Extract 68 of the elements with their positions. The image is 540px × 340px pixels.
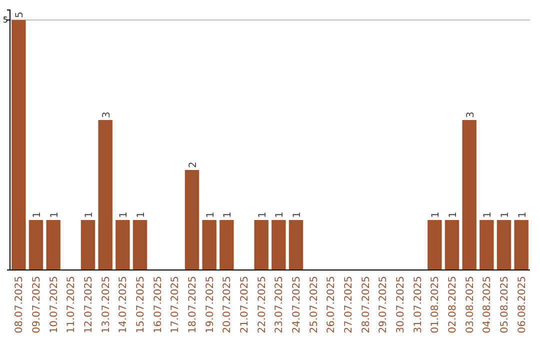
data-label: 3	[101, 112, 112, 118]
x-tick-label: 12.07.2025	[84, 276, 94, 334]
bar	[462, 120, 476, 270]
x-tick-label: 16.07.2025	[152, 276, 164, 334]
bar	[116, 220, 130, 270]
bar	[480, 220, 494, 270]
bar	[496, 220, 512, 270]
x-tick-label: 17.07.2025	[170, 276, 182, 334]
x-tick-label: 14.07.2025	[118, 276, 130, 334]
x-tick-label: 22.07.2025	[256, 276, 268, 334]
bar	[184, 170, 200, 270]
data-label: 1	[136, 212, 147, 218]
data-label: 1	[32, 212, 43, 218]
x-tick-label: 28.07.2025	[360, 276, 372, 334]
data-label: 1	[500, 212, 511, 218]
bar	[220, 220, 234, 270]
bar	[514, 220, 528, 270]
x-tick-label: 25.07.2025	[308, 276, 320, 334]
data-label: 5	[2, 16, 8, 25]
x-tick-label: 10.07.2025	[48, 276, 60, 334]
bar	[46, 220, 60, 270]
bar	[12, 20, 26, 270]
bar	[132, 220, 148, 270]
data-label: 1	[84, 212, 95, 218]
data-label: 1	[118, 212, 130, 218]
bar	[444, 220, 460, 270]
bar	[254, 220, 268, 270]
data-label: 1	[49, 212, 60, 218]
x-tick-label: 20.07.2025	[222, 276, 234, 334]
x-tick-label: 11.07.2025	[66, 276, 78, 334]
bar	[80, 220, 96, 270]
x-tick-label: 05.08.2025	[500, 276, 510, 334]
data-label: 3	[465, 112, 476, 118]
data-label: 1	[274, 212, 286, 218]
data-label: 2	[188, 162, 199, 168]
x-tick-label: 21.07.2025	[240, 276, 250, 334]
bar	[428, 220, 442, 270]
x-tick-label: 26.07.2025	[326, 276, 338, 334]
data-label: 1	[257, 212, 268, 218]
x-tick-label: 13.07.2025	[100, 276, 112, 334]
x-tick-label: 23.07.2025	[274, 276, 286, 334]
bar	[288, 220, 304, 270]
x-tick-label: 31.07.2025	[412, 276, 424, 334]
data-label: 1	[292, 212, 303, 218]
x-tick-label: 01.08.2025	[430, 276, 442, 334]
x-tick-label: 04.08.2025	[482, 276, 494, 334]
data-label: 1	[448, 212, 459, 218]
x-tick-label: 27.07.2025	[344, 276, 354, 334]
x-tick-label: 30.07.2025	[396, 276, 406, 334]
data-label: 1	[222, 212, 234, 218]
x-tick-label: 09.07.2025	[32, 276, 42, 334]
x-tick-label: 15.07.2025	[136, 276, 146, 334]
data-label: 1	[517, 212, 528, 218]
x-tick-label: 18.07.2025	[188, 276, 198, 334]
x-tick-label: 24.07.2025	[292, 276, 302, 334]
bar	[272, 220, 286, 270]
data-label: 1	[430, 212, 442, 218]
data-label: 1	[205, 212, 216, 218]
x-tick-label: 19.07.2025	[204, 276, 216, 334]
data-label: 1	[482, 212, 494, 218]
x-tick-label: 02.08.2025	[448, 276, 458, 334]
x-tick-label: 06.08.2025	[516, 276, 528, 334]
x-tick-label: 29.07.2025	[378, 276, 390, 334]
bar	[98, 120, 112, 270]
x-tick-label: 03.08.2025	[464, 276, 476, 334]
bar	[28, 220, 44, 270]
x-tick-label: 08.07.2025	[14, 276, 26, 334]
bar	[202, 220, 216, 270]
